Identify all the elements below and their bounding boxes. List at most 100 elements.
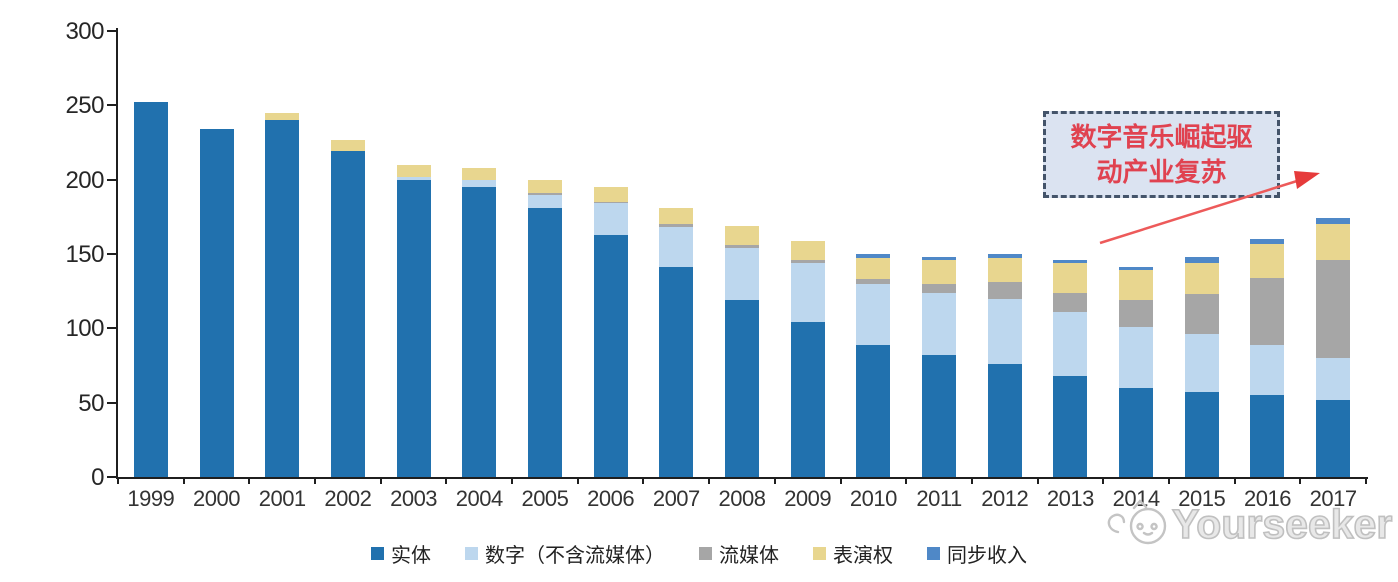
y-tick-mark: [107, 253, 116, 255]
bar-segment-实体: [133, 102, 168, 477]
bar-column-2005: [527, 179, 562, 477]
bar-segment-表演权: [1316, 224, 1351, 260]
x-tick-mark: [576, 477, 579, 484]
bar-segment-表演权: [856, 258, 891, 280]
legend: 实体 数字（不含流媒体） 流媒体 表演权 同步收入: [0, 539, 1398, 568]
legend-swatch-icon: [927, 547, 940, 560]
y-tick-label: 0: [91, 464, 104, 491]
y-tick-label: 300: [65, 18, 104, 45]
y-tick-label: 150: [65, 241, 104, 268]
bar-column-2011: [922, 256, 957, 477]
y-tick-mark: [107, 401, 116, 404]
bar-segment-流媒体: [1250, 277, 1285, 345]
bar-segment-数字（不含流媒体）: [527, 194, 562, 208]
x-tick-label: 2017: [1309, 486, 1357, 511]
x-tick-label: 2008: [718, 486, 766, 511]
x-tick-label: 2009: [784, 486, 832, 511]
x-tick-label: 2011: [916, 486, 962, 511]
bar-column-2014: [1119, 267, 1154, 477]
bar-segment-实体: [1119, 387, 1154, 477]
annotation-callout: 数字音乐崛起驱 动产业复苏: [1043, 111, 1280, 198]
bar-segment-流媒体: [1316, 259, 1351, 359]
bar-segment-实体: [1184, 392, 1219, 477]
bar-segment-同步收入: [1053, 259, 1088, 263]
bar-segment-表演权: [1250, 243, 1285, 278]
x-tick-label: 2012: [981, 486, 1029, 511]
legend-item-同步收入: 同步收入: [927, 539, 1027, 568]
bar-segment-实体: [987, 363, 1022, 477]
x-tick-label: 2013: [1046, 486, 1094, 511]
bar-column-1999: [133, 102, 168, 477]
x-tick-label: 2005: [521, 486, 569, 511]
bar-segment-实体: [593, 234, 628, 477]
bar-segment-数字（不含流媒体）: [987, 298, 1022, 364]
bar-column-2007: [659, 207, 694, 477]
bar-segment-数字（不含流媒体）: [462, 179, 497, 188]
bar-column-2013: [1053, 259, 1088, 477]
bar-segment-同步收入: [1316, 218, 1351, 225]
bar-segment-数字（不含流媒体）: [790, 262, 825, 323]
bar-segment-表演权: [330, 139, 365, 152]
bar-segment-表演权: [790, 240, 825, 260]
bar-segment-数字（不含流媒体）: [922, 292, 957, 356]
bar-column-2017: [1316, 218, 1351, 477]
bar-column-2008: [725, 225, 759, 477]
bar-segment-流媒体: [922, 283, 957, 293]
legend-item-表演权: 表演权: [813, 539, 893, 568]
y-tick-mark: [107, 178, 116, 181]
y-tick-mark: [107, 104, 116, 107]
legend-swatch-icon: [465, 547, 478, 560]
bar-segment-数字（不含流媒体）: [725, 248, 759, 301]
bar-segment-实体: [462, 187, 497, 477]
bar-segment-实体: [922, 355, 957, 477]
bar-segment-数字（不含流媒体）: [659, 227, 694, 268]
bar-segment-实体: [199, 129, 234, 477]
bar-segment-流媒体: [856, 279, 891, 284]
bar-segment-表演权: [1119, 270, 1154, 301]
x-tick-mark: [1233, 477, 1236, 484]
x-tick-mark: [1036, 477, 1039, 484]
bar-segment-流媒体: [1053, 292, 1088, 312]
y-tick-label: 100: [65, 315, 104, 343]
annotation-line-1: 数字音乐崛起驱: [1070, 121, 1253, 152]
x-tick-mark: [248, 477, 251, 484]
x-tick-label: 2004: [455, 486, 503, 511]
bar-segment-表演权: [659, 207, 694, 225]
x-tick-label: 2015: [1178, 486, 1226, 511]
x-tick-mark: [379, 477, 382, 484]
bar-segment-流媒体: [593, 201, 628, 204]
bar-segment-实体: [330, 151, 365, 477]
bar-segment-实体: [1250, 395, 1285, 477]
bar-segment-实体: [725, 300, 759, 477]
bar-segment-实体: [790, 322, 825, 477]
x-tick-mark: [1365, 477, 1367, 484]
bar-segment-数字（不含流媒体）: [1316, 358, 1351, 400]
bar-segment-数字（不含流媒体）: [1119, 326, 1154, 388]
legend-item-实体: 实体: [371, 539, 431, 568]
bar-column-2009: [790, 240, 825, 477]
bar-segment-流媒体: [659, 224, 694, 228]
bar-column-2012: [987, 254, 1022, 477]
bar-column-2002: [330, 139, 365, 477]
bar-column-2010: [856, 254, 891, 477]
x-axis: [116, 477, 1368, 479]
legend-label: 同步收入: [947, 545, 1027, 567]
x-tick-mark: [1102, 477, 1105, 484]
bar-segment-同步收入: [987, 254, 1022, 259]
bar-segment-流媒体: [725, 245, 759, 249]
legend-swatch-icon: [371, 547, 384, 560]
y-tick-label: 50: [78, 389, 104, 417]
x-tick-mark: [1167, 477, 1170, 484]
bar-column-2001: [265, 112, 300, 477]
bar-segment-实体: [527, 207, 562, 477]
legend-swatch-icon: [813, 547, 826, 560]
x-tick-mark: [905, 477, 908, 484]
bar-segment-同步收入: [1184, 256, 1219, 263]
x-tick-label: 2001: [258, 486, 306, 511]
bar-segment-表演权: [265, 112, 300, 121]
bar-segment-同步收入: [922, 256, 957, 260]
legend-item-数字（不含流媒体）: 数字（不含流媒体）: [465, 539, 665, 568]
legend-item-流媒体: 流媒体: [699, 539, 779, 568]
y-tick-label: 250: [65, 92, 104, 120]
bar-segment-表演权: [527, 179, 562, 194]
